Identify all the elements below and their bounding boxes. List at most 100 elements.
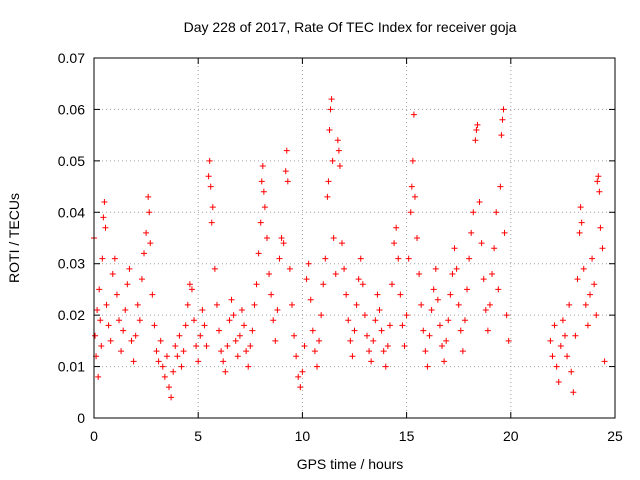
data-point: [234, 353, 241, 360]
data-point: [151, 322, 158, 329]
data-point: [329, 157, 336, 164]
data-point: [213, 301, 220, 308]
data-point: [293, 353, 300, 360]
data-point: [159, 363, 166, 370]
data-point: [146, 209, 153, 216]
data-point: [503, 312, 510, 319]
data-point: [505, 337, 512, 344]
data-point: [259, 163, 266, 169]
data-point: [395, 255, 402, 262]
data-point: [457, 327, 464, 334]
data-point: [176, 332, 183, 339]
data-point: [170, 368, 177, 375]
data-point: [278, 235, 285, 241]
data-point: [330, 235, 337, 241]
data-point: [461, 317, 468, 324]
data-point: [366, 348, 373, 355]
data-point: [168, 394, 175, 401]
data-point: [501, 229, 508, 236]
data-point: [261, 204, 268, 211]
data-point: [436, 322, 443, 329]
data-point: [411, 193, 418, 200]
data-point: [122, 307, 129, 313]
data-point: [378, 327, 385, 334]
data-point: [480, 276, 487, 283]
data-point: [468, 229, 475, 236]
data-point: [195, 358, 202, 365]
data-point: [236, 332, 243, 339]
data-point: [357, 255, 364, 262]
data-point: [97, 317, 104, 324]
data-point: [564, 353, 571, 360]
data-point: [211, 265, 218, 272]
data-point: [353, 301, 360, 308]
data-point: [301, 343, 308, 349]
data-point: [361, 312, 368, 319]
data-point: [577, 204, 584, 211]
chart-title: Day 228 of 2017, Rate Of TEC Index for r…: [184, 19, 517, 35]
data-point: [470, 209, 477, 216]
data-point: [98, 343, 105, 349]
data-point: [276, 255, 283, 262]
data-point: [272, 337, 279, 344]
data-point: [561, 332, 568, 339]
data-point: [555, 379, 562, 385]
data-point: [230, 312, 237, 319]
data-point: [338, 240, 345, 247]
data-point: [283, 147, 290, 154]
data-point: [434, 296, 441, 303]
data-point: [576, 229, 583, 236]
data-point: [493, 209, 500, 216]
data-point: [118, 348, 125, 355]
data-point: [163, 353, 170, 360]
data-point: [574, 276, 581, 283]
data-point: [578, 219, 585, 226]
data-point: [401, 343, 408, 349]
data-point: [500, 106, 507, 113]
y-tick-label: 0: [77, 410, 85, 426]
data-point: [105, 322, 112, 329]
data-point: [203, 343, 210, 349]
data-point: [268, 291, 275, 298]
x-tick-label: 25: [607, 428, 623, 444]
data-point: [318, 312, 325, 319]
data-point: [316, 337, 323, 344]
data-point: [109, 271, 116, 277]
data-point: [241, 322, 248, 329]
data-point: [320, 281, 327, 288]
data-point: [260, 188, 267, 195]
data-point: [238, 307, 245, 313]
x-tick-labels: 0 5 10 15 20 25: [90, 428, 623, 444]
data-point: [191, 317, 198, 324]
data-point: [205, 173, 212, 180]
data-point: [96, 286, 103, 293]
data-point: [305, 260, 312, 267]
data-point: [384, 343, 391, 349]
data-point: [199, 307, 206, 313]
data-point: [376, 307, 383, 313]
data-point: [243, 348, 250, 355]
data-point: [441, 358, 448, 365]
data-point: [107, 337, 114, 344]
data-point: [407, 209, 414, 216]
data-points: [91, 96, 608, 401]
data-point: [586, 291, 593, 298]
x-tick-label: 5: [194, 428, 202, 444]
y-tick-label: 0.05: [58, 153, 85, 169]
y-tick-labels: 0 0.01 0.02 0.03 0.04 0.05 0.06 0.07: [58, 50, 85, 426]
y-tick-label: 0.01: [58, 359, 85, 375]
data-point: [424, 363, 431, 370]
data-point: [422, 348, 429, 355]
data-point: [451, 245, 458, 252]
data-point: [126, 265, 133, 272]
data-point: [594, 178, 601, 185]
data-point: [224, 343, 231, 349]
data-point: [599, 245, 606, 252]
data-point: [328, 96, 335, 103]
data-point: [568, 368, 575, 375]
data-point: [489, 271, 496, 277]
x-tick-label: 20: [503, 428, 519, 444]
y-tick-label: 0.03: [58, 256, 85, 272]
data-point: [445, 317, 452, 324]
data-point: [95, 373, 102, 380]
